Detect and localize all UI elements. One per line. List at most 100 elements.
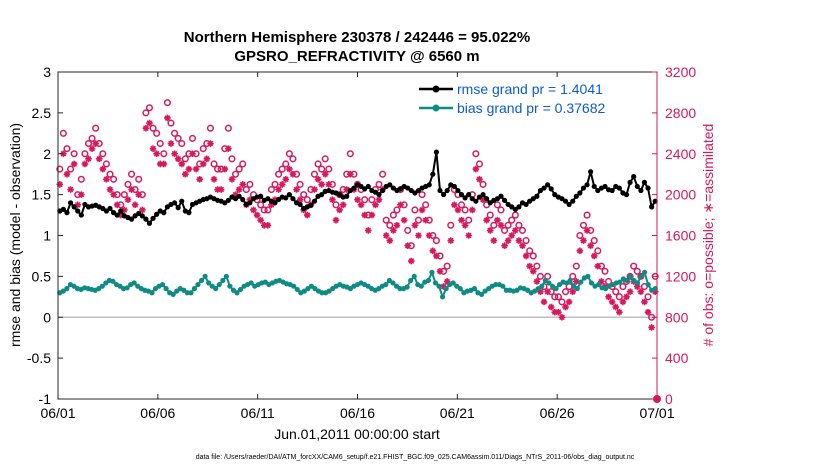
rmse-point — [501, 197, 508, 203]
possible-count-point — [242, 185, 250, 194]
rmse-point — [634, 183, 640, 190]
possible-count-point — [81, 150, 89, 158]
x-tick-label: 06/01 — [40, 405, 75, 421]
rmse-point — [150, 215, 156, 221]
possible-count-point — [246, 180, 254, 188]
possible-count-point — [67, 165, 75, 173]
assimilated-count-point — [117, 211, 125, 219]
right-y-tick-label: 2000 — [665, 187, 696, 203]
left-y-axis: -1 -0.5 0 0.5 1 1.5 2 2.5 3 — [27, 64, 63, 407]
assimilated-count-point — [433, 252, 440, 260]
assimilated-count-point — [106, 186, 114, 193]
possible-count-point — [465, 216, 473, 224]
assimilated-count-point — [167, 140, 175, 147]
rmse-point — [171, 200, 178, 206]
bias-point — [64, 286, 70, 292]
assimilated-count-point — [497, 221, 505, 229]
right-y-axis: 0 400 800 1200 1600 2000 2400 2800 3200 — [652, 64, 696, 407]
rmse-point — [451, 183, 457, 190]
assimilated-count-point — [544, 288, 551, 296]
rmse-point — [466, 192, 472, 198]
assimilated-count-point — [128, 186, 135, 193]
possible-count-point — [321, 155, 329, 163]
possible-count-point — [99, 150, 107, 158]
possible-count-point — [637, 272, 645, 280]
assimilated-count-point — [153, 150, 160, 158]
right-y-tick-label: 3200 — [665, 64, 696, 80]
rmse-point — [179, 198, 185, 204]
assimilated-count-point — [199, 160, 207, 168]
possible-count-point — [418, 191, 426, 199]
possible-count-point — [612, 288, 620, 296]
bias-point — [645, 281, 651, 288]
assimilated-count-point — [411, 221, 419, 229]
assimilated-count-point — [303, 211, 311, 219]
assimilated-count-point — [271, 196, 279, 204]
assimilated-count-point — [418, 206, 426, 214]
rmse-point — [541, 185, 547, 191]
legend-bias-label: bias grand pr = 0.37682 — [457, 100, 605, 116]
left-y-axis-label: rmse and bias (model - observation) — [7, 123, 23, 347]
assimilated-count-point — [332, 216, 340, 224]
possible-count-point — [579, 221, 588, 229]
rmse-point — [649, 204, 655, 210]
assimilated-count-point — [533, 278, 541, 285]
rmse-point — [580, 185, 587, 191]
rmse-point — [64, 210, 70, 216]
assimilated-count-point — [67, 186, 74, 193]
assimilated-count-point — [347, 170, 354, 178]
assimilated-count-point — [490, 237, 498, 244]
bias-point — [638, 273, 644, 279]
assimilated-count-point — [465, 232, 472, 239]
bias-point — [170, 291, 176, 297]
possible-count-point — [501, 226, 509, 234]
assimilated-count-point — [651, 288, 659, 296]
assimilated-count-point — [400, 216, 408, 224]
assimilated-count-point — [598, 278, 605, 285]
possible-count-point — [379, 170, 387, 178]
rmse-point — [638, 187, 644, 194]
left-y-tick-label: 0.5 — [32, 268, 52, 284]
left-y-tick-label: 2 — [43, 146, 51, 162]
possible-count-point — [368, 196, 376, 204]
rmse-point — [143, 216, 149, 222]
assimilated-count-point — [526, 262, 533, 270]
bias-point — [149, 290, 155, 296]
possible-count-point — [214, 165, 222, 173]
bias-point — [188, 290, 194, 296]
assimilated-count-point — [508, 232, 516, 239]
assimilated-count-point — [454, 206, 462, 214]
possible-count-point — [303, 196, 311, 204]
rmse-point — [440, 192, 447, 198]
assimilated-count-point — [235, 186, 243, 193]
assimilated-count-point — [207, 140, 214, 147]
assimilated-count-point — [472, 165, 480, 173]
assimilated-count-point — [325, 181, 333, 188]
possible-count-point — [153, 129, 161, 137]
legend: rmse grand pr = 1.4041 bias grand pr = 0… — [412, 77, 652, 120]
possible-count-point — [375, 180, 383, 188]
rmse-point — [247, 200, 253, 206]
assimilated-count-point — [171, 150, 178, 158]
possible-count-point — [533, 262, 541, 270]
possible-count-point — [583, 211, 591, 219]
plot-area — [56, 99, 661, 403]
bias-point — [627, 273, 634, 279]
possible-count-point — [224, 124, 232, 132]
assimilated-count-point — [393, 221, 401, 229]
possible-count-point — [275, 170, 283, 178]
assimilated-count-point — [443, 278, 451, 285]
rmse-point — [308, 202, 314, 208]
rmse-point — [272, 200, 278, 206]
assimilated-count-point — [343, 186, 351, 193]
assimilated-count-point — [296, 196, 304, 204]
bias-point — [390, 280, 396, 286]
bias-point — [471, 286, 478, 292]
possible-count-point — [199, 145, 207, 153]
possible-count-point — [278, 165, 286, 173]
assimilated-count-point — [375, 196, 383, 204]
rmse-point — [534, 193, 540, 199]
rmse-point — [480, 192, 486, 198]
rmse-point — [458, 192, 465, 198]
